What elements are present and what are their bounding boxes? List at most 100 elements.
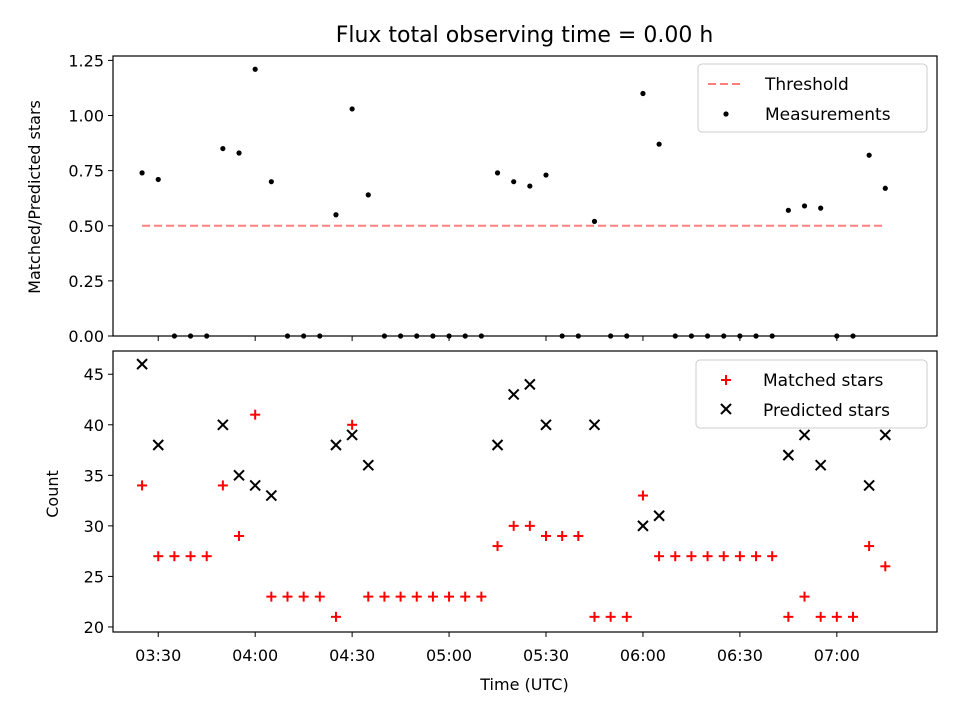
count-legend: Matched stars Predicted stars bbox=[695, 359, 928, 429]
matched-star-point bbox=[298, 591, 309, 602]
matched-star-point bbox=[427, 591, 438, 602]
ratio-y-axis-label: Matched/Predicted stars bbox=[25, 100, 44, 294]
matched-star-point bbox=[137, 480, 148, 491]
ratio-legend: Threshold Measurements bbox=[697, 63, 928, 133]
measurement-point bbox=[672, 333, 678, 339]
matched-star-point bbox=[637, 490, 648, 501]
count-y-axis-label: Count bbox=[43, 470, 62, 518]
matched-star-point bbox=[508, 520, 519, 531]
measurement-point bbox=[446, 333, 452, 339]
ratio-y-axis: 0.00 0.25 0.50 0.75 1.00 1.25 bbox=[68, 51, 113, 346]
predicted-star-point bbox=[330, 439, 342, 451]
matched-star-point bbox=[734, 551, 745, 562]
matched-star-point bbox=[815, 611, 826, 622]
matched-star-point bbox=[783, 611, 794, 622]
measurement-point bbox=[301, 333, 307, 339]
ratio-y-tick-label: 0.00 bbox=[68, 327, 104, 346]
predicted-star-point bbox=[588, 419, 601, 431]
matched-star-point bbox=[169, 551, 180, 562]
measurement-point bbox=[640, 90, 646, 97]
measurement-point bbox=[155, 176, 161, 183]
measurement-point bbox=[737, 333, 743, 339]
measurement-point bbox=[656, 141, 662, 147]
predicted-star-point bbox=[653, 510, 665, 522]
predicted-star-point bbox=[814, 459, 827, 471]
matched-star-point bbox=[605, 611, 616, 622]
matched-star-point bbox=[864, 541, 875, 552]
legend-predicted-label: Predicted stars bbox=[763, 401, 890, 421]
count-x-axis: 03:30 04:00 04:30 05:00 05:30 06:00 06:30 07:00 bbox=[135, 632, 860, 665]
measurement-point bbox=[317, 333, 323, 339]
matched-star-point bbox=[395, 591, 406, 602]
x-tick-label: 06:00 bbox=[620, 646, 666, 665]
matched-star-point bbox=[557, 530, 568, 541]
measurement-point bbox=[511, 179, 517, 185]
measurement-point bbox=[220, 145, 226, 152]
predicted-star-point bbox=[863, 479, 875, 492]
matched-star-point bbox=[330, 611, 341, 622]
x-tick-label: 06:30 bbox=[717, 646, 763, 665]
matched-star-point bbox=[702, 551, 713, 562]
x-tick-label: 05:00 bbox=[426, 646, 472, 665]
measurement-point bbox=[333, 212, 339, 218]
measurement-point bbox=[850, 333, 856, 339]
count-plot-area bbox=[136, 358, 892, 622]
measurement-point bbox=[818, 205, 824, 211]
ratio-panel: 0.00 0.25 0.50 0.75 1.00 1.25 Matched/Predict… bbox=[25, 51, 938, 346]
measurement-point bbox=[575, 333, 581, 339]
predicted-star-point bbox=[637, 520, 649, 532]
ratio-y-tick-label: 0.75 bbox=[68, 162, 104, 181]
legend-threshold-label: Threshold bbox=[764, 75, 849, 95]
matched-star-point bbox=[282, 591, 293, 602]
ratio-y-tick-label: 0.50 bbox=[68, 217, 104, 236]
predicted-star-point bbox=[782, 449, 795, 461]
predicted-star-point bbox=[217, 419, 229, 431]
matched-star-point bbox=[314, 591, 325, 602]
count-y-axis: 20 25 30 35 40 45 bbox=[84, 365, 113, 637]
measurement-point bbox=[171, 333, 177, 339]
x-tick-label: 04:30 bbox=[329, 646, 375, 665]
count-y-tick-label: 40 bbox=[84, 416, 104, 435]
measurement-point bbox=[882, 185, 888, 191]
measurement-point bbox=[187, 333, 194, 339]
measurement-point bbox=[284, 333, 291, 339]
count-y-tick-label: 45 bbox=[84, 365, 104, 384]
matched-star-point bbox=[492, 541, 503, 552]
measurement-point bbox=[462, 333, 468, 339]
legend-predicted-marker bbox=[720, 403, 732, 415]
measurement-point bbox=[204, 333, 210, 339]
matched-star-point bbox=[654, 551, 665, 562]
measurement-point bbox=[349, 106, 355, 112]
matched-star-point bbox=[621, 611, 632, 622]
measurement-point bbox=[139, 170, 145, 176]
matched-star-point bbox=[847, 611, 858, 622]
ratio-y-tick-label: 1.25 bbox=[68, 51, 104, 70]
matched-star-point bbox=[767, 551, 778, 562]
legend-measurements-marker bbox=[723, 111, 729, 117]
count-y-tick-label: 25 bbox=[84, 567, 104, 586]
measurement-point bbox=[688, 333, 695, 339]
measurement-point bbox=[866, 152, 872, 158]
predicted-star-point bbox=[879, 429, 892, 441]
measurement-point bbox=[753, 333, 759, 339]
predicted-star-point bbox=[152, 439, 164, 451]
measurement-point bbox=[785, 207, 791, 213]
x-tick-label: 07:00 bbox=[814, 646, 860, 665]
ratio-y-tick-label: 1.00 bbox=[68, 107, 104, 126]
matched-star-point bbox=[460, 591, 471, 602]
measurement-point bbox=[608, 333, 614, 339]
predicted-star-point bbox=[540, 419, 552, 431]
matched-star-point bbox=[476, 591, 487, 602]
measurement-point bbox=[527, 183, 533, 189]
count-legend-box bbox=[695, 359, 928, 429]
measurement-point bbox=[414, 333, 420, 339]
matched-star-point bbox=[573, 530, 584, 541]
legend-matched-marker bbox=[721, 375, 731, 385]
predicted-star-point bbox=[249, 479, 261, 492]
measurement-point bbox=[365, 192, 371, 198]
measurement-point bbox=[543, 172, 549, 178]
matched-star-point bbox=[153, 551, 164, 562]
legend-matched-label: Matched stars bbox=[763, 371, 883, 391]
measurement-point bbox=[397, 333, 404, 339]
